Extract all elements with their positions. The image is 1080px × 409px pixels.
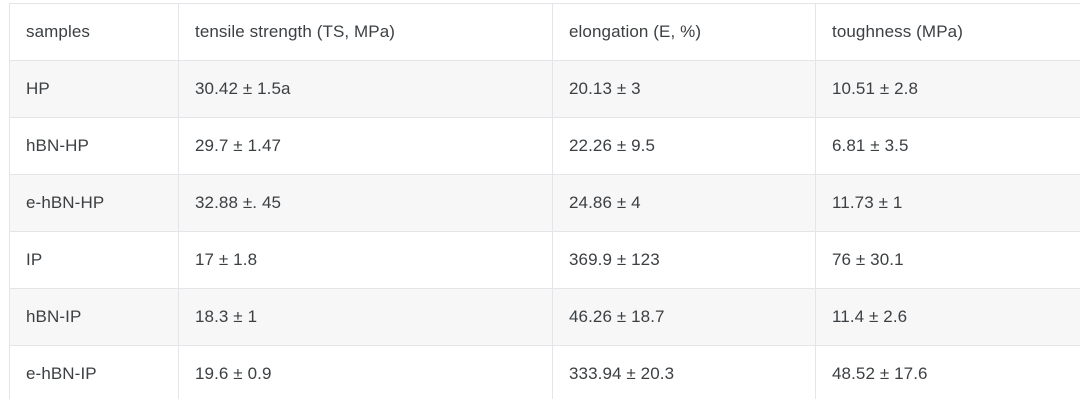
cell-tensile-strength: 17 ± 1.8: [178, 231, 553, 289]
table-row: HP 30.42 ± 1.5a 20.13 ± 3 10.51 ± 2.8: [9, 60, 1080, 118]
cell-toughness: 11.73 ± 1: [815, 174, 1080, 232]
cell-toughness: 76 ± 30.1: [815, 231, 1080, 289]
table-container: samples tensile strength (TS, MPa) elong…: [9, 3, 1080, 399]
mechanical-properties-table: samples tensile strength (TS, MPa) elong…: [9, 3, 1080, 399]
cell-tensile-strength: 30.42 ± 1.5a: [178, 60, 553, 118]
cell-tensile-strength: 29.7 ± 1.47: [178, 117, 553, 175]
table-body: HP 30.42 ± 1.5a 20.13 ± 3 10.51 ± 2.8 hB…: [9, 60, 1080, 399]
cell-elongation: 369.9 ± 123: [552, 231, 816, 289]
table-row: e-hBN-HP 32.88 ±. 45 24.86 ± 4 11.73 ± 1: [9, 174, 1080, 232]
table-row: hBN-IP 18.3 ± 1 46.26 ± 18.7 11.4 ± 2.6: [9, 288, 1080, 346]
cell-sample: hBN-HP: [9, 117, 179, 175]
cell-toughness: 10.51 ± 2.8: [815, 60, 1080, 118]
cell-tensile-strength: 32.88 ±. 45: [178, 174, 553, 232]
column-header-elongation: elongation (E, %): [552, 3, 816, 61]
cell-tensile-strength: 19.6 ± 0.9: [178, 345, 553, 399]
table-header-row: samples tensile strength (TS, MPa) elong…: [9, 3, 1080, 61]
cell-toughness: 48.52 ± 17.6: [815, 345, 1080, 399]
cell-sample: IP: [9, 231, 179, 289]
cell-sample: hBN-IP: [9, 288, 179, 346]
table-row: IP 17 ± 1.8 369.9 ± 123 76 ± 30.1: [9, 231, 1080, 289]
cell-elongation: 46.26 ± 18.7: [552, 288, 816, 346]
cell-sample: e-hBN-IP: [9, 345, 179, 399]
table-header: samples tensile strength (TS, MPa) elong…: [9, 3, 1080, 61]
table-row: e-hBN-IP 19.6 ± 0.9 333.94 ± 20.3 48.52 …: [9, 345, 1080, 399]
cell-sample: HP: [9, 60, 179, 118]
cell-elongation: 333.94 ± 20.3: [552, 345, 816, 399]
cell-elongation: 24.86 ± 4: [552, 174, 816, 232]
cell-toughness: 11.4 ± 2.6: [815, 288, 1080, 346]
column-header-samples: samples: [9, 3, 179, 61]
table-row: hBN-HP 29.7 ± 1.47 22.26 ± 9.5 6.81 ± 3.…: [9, 117, 1080, 175]
cell-elongation: 20.13 ± 3: [552, 60, 816, 118]
cell-toughness: 6.81 ± 3.5: [815, 117, 1080, 175]
column-header-toughness: toughness (MPa): [815, 3, 1080, 61]
column-header-tensile-strength: tensile strength (TS, MPa): [178, 3, 553, 61]
cell-elongation: 22.26 ± 9.5: [552, 117, 816, 175]
cell-sample: e-hBN-HP: [9, 174, 179, 232]
cell-tensile-strength: 18.3 ± 1: [178, 288, 553, 346]
